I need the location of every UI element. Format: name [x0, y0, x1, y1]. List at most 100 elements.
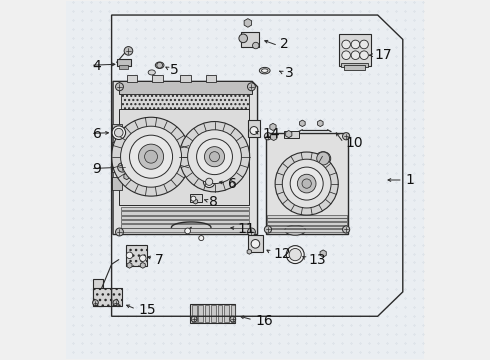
Circle shape: [121, 126, 181, 187]
Circle shape: [247, 228, 255, 236]
Ellipse shape: [286, 246, 304, 264]
Ellipse shape: [155, 62, 164, 68]
Bar: [267, 222, 347, 225]
Text: 10: 10: [345, 136, 363, 150]
Circle shape: [179, 122, 250, 192]
Ellipse shape: [262, 69, 268, 72]
Ellipse shape: [203, 176, 215, 188]
Text: 17: 17: [375, 48, 392, 62]
Polygon shape: [299, 120, 305, 127]
Bar: [339, 34, 370, 66]
Bar: [191, 194, 202, 202]
Bar: [117, 59, 131, 66]
Ellipse shape: [115, 129, 123, 137]
Text: 13: 13: [309, 253, 326, 267]
Circle shape: [210, 152, 220, 162]
Bar: [284, 131, 299, 138]
Bar: [122, 207, 248, 211]
Circle shape: [196, 139, 232, 175]
Circle shape: [342, 40, 350, 49]
Polygon shape: [247, 249, 251, 254]
Bar: [122, 211, 248, 215]
Circle shape: [265, 226, 271, 233]
Circle shape: [112, 117, 191, 196]
Circle shape: [297, 174, 316, 193]
Circle shape: [204, 147, 224, 167]
Circle shape: [275, 152, 338, 215]
Bar: [112, 177, 122, 190]
Polygon shape: [270, 123, 276, 131]
Circle shape: [199, 235, 204, 240]
Polygon shape: [140, 262, 145, 268]
Text: 6: 6: [93, 127, 101, 141]
Text: 3: 3: [285, 66, 293, 80]
Circle shape: [351, 40, 360, 49]
Ellipse shape: [148, 70, 155, 75]
Circle shape: [265, 133, 271, 140]
Circle shape: [185, 228, 191, 234]
Text: 8: 8: [209, 194, 218, 208]
Bar: [122, 216, 248, 219]
Ellipse shape: [285, 225, 306, 235]
Bar: [267, 215, 347, 218]
Bar: [248, 120, 260, 137]
Circle shape: [140, 255, 146, 261]
Bar: [180, 75, 191, 82]
Circle shape: [360, 51, 368, 59]
Circle shape: [351, 51, 360, 59]
Circle shape: [188, 130, 242, 184]
Circle shape: [282, 159, 331, 208]
Circle shape: [124, 46, 133, 55]
Bar: [192, 305, 196, 322]
Circle shape: [113, 300, 119, 306]
Circle shape: [191, 316, 197, 322]
Polygon shape: [120, 81, 252, 94]
Text: 7: 7: [155, 253, 163, 267]
Polygon shape: [127, 262, 132, 268]
Polygon shape: [320, 250, 326, 257]
Bar: [267, 226, 347, 228]
Bar: [267, 219, 347, 221]
Polygon shape: [318, 120, 323, 127]
Circle shape: [290, 167, 323, 200]
Text: 5: 5: [171, 63, 179, 77]
Ellipse shape: [316, 152, 331, 165]
Bar: [112, 159, 122, 172]
Bar: [241, 32, 259, 46]
Bar: [122, 224, 248, 228]
Ellipse shape: [112, 126, 125, 139]
Polygon shape: [194, 199, 197, 204]
Text: 11: 11: [238, 222, 256, 237]
Circle shape: [360, 40, 368, 49]
Circle shape: [250, 127, 258, 134]
Bar: [205, 75, 216, 82]
Bar: [267, 229, 347, 232]
Text: 6: 6: [228, 177, 237, 190]
Circle shape: [302, 179, 311, 188]
Circle shape: [157, 62, 163, 68]
Bar: [126, 75, 137, 82]
Bar: [248, 235, 263, 252]
Text: 4: 4: [93, 59, 101, 73]
Text: 2: 2: [280, 37, 289, 51]
Circle shape: [118, 163, 127, 172]
Bar: [112, 124, 122, 136]
Bar: [119, 64, 128, 69]
Bar: [119, 109, 248, 205]
Polygon shape: [286, 131, 292, 138]
Bar: [122, 94, 248, 109]
Text: 9: 9: [93, 162, 101, 176]
Circle shape: [343, 226, 350, 233]
Text: 14: 14: [262, 127, 280, 141]
Circle shape: [139, 144, 164, 169]
Bar: [224, 305, 229, 322]
Bar: [93, 288, 122, 306]
Bar: [205, 305, 210, 322]
Circle shape: [252, 42, 259, 49]
Circle shape: [251, 239, 260, 248]
Bar: [152, 75, 163, 82]
Bar: [93, 279, 102, 306]
Circle shape: [247, 83, 255, 91]
Circle shape: [343, 133, 350, 140]
Text: 16: 16: [255, 314, 273, 328]
